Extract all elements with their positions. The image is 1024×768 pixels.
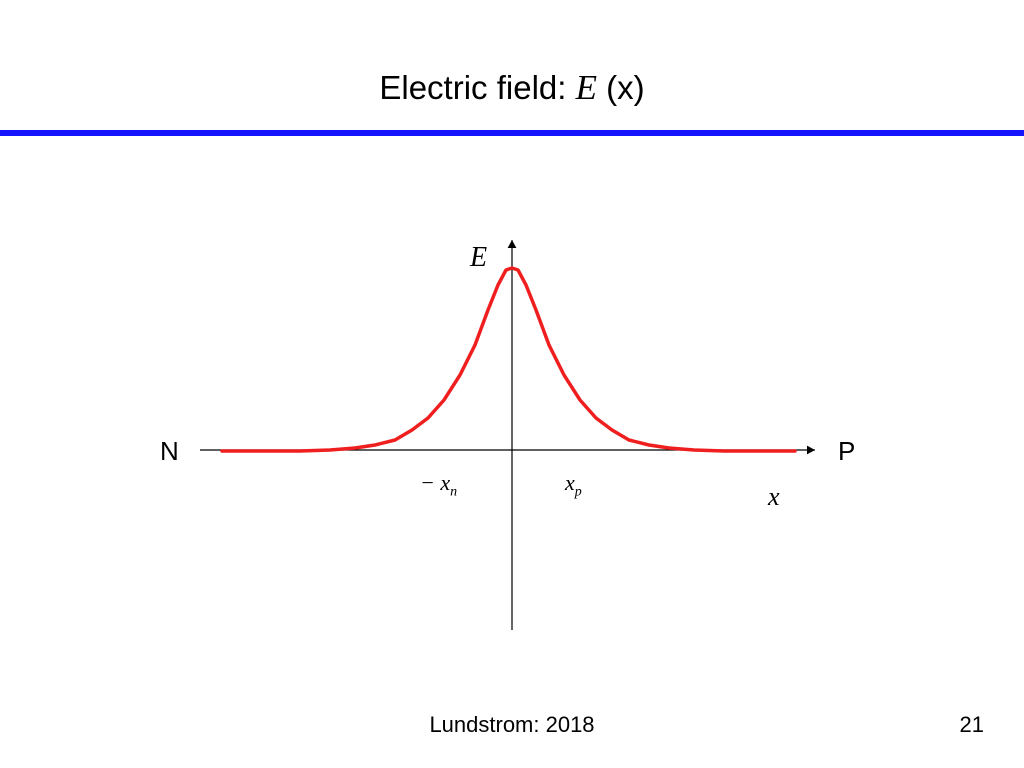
footer-author: Lundstrom: 2018	[0, 712, 1024, 738]
page-title: Electric field: E (x)	[0, 68, 1024, 108]
x-axis-label: x	[768, 482, 780, 512]
chart-svg	[0, 230, 1024, 650]
title-arg: (x)	[597, 69, 645, 106]
tick-neg-xn: − xn	[420, 470, 457, 500]
efield-chart: E x − xn xp N P	[0, 230, 1024, 650]
title-area: Electric field: E (x)	[0, 0, 1024, 108]
title-prefix: Electric field:	[379, 69, 575, 106]
title-underline	[0, 130, 1024, 136]
title-symbol: E	[576, 68, 597, 107]
tick-pos-xp: xp	[565, 470, 582, 500]
page-number: 21	[960, 712, 984, 738]
side-label-p: P	[838, 436, 855, 467]
y-axis-label: E	[470, 242, 487, 274]
side-label-n: N	[160, 436, 179, 467]
